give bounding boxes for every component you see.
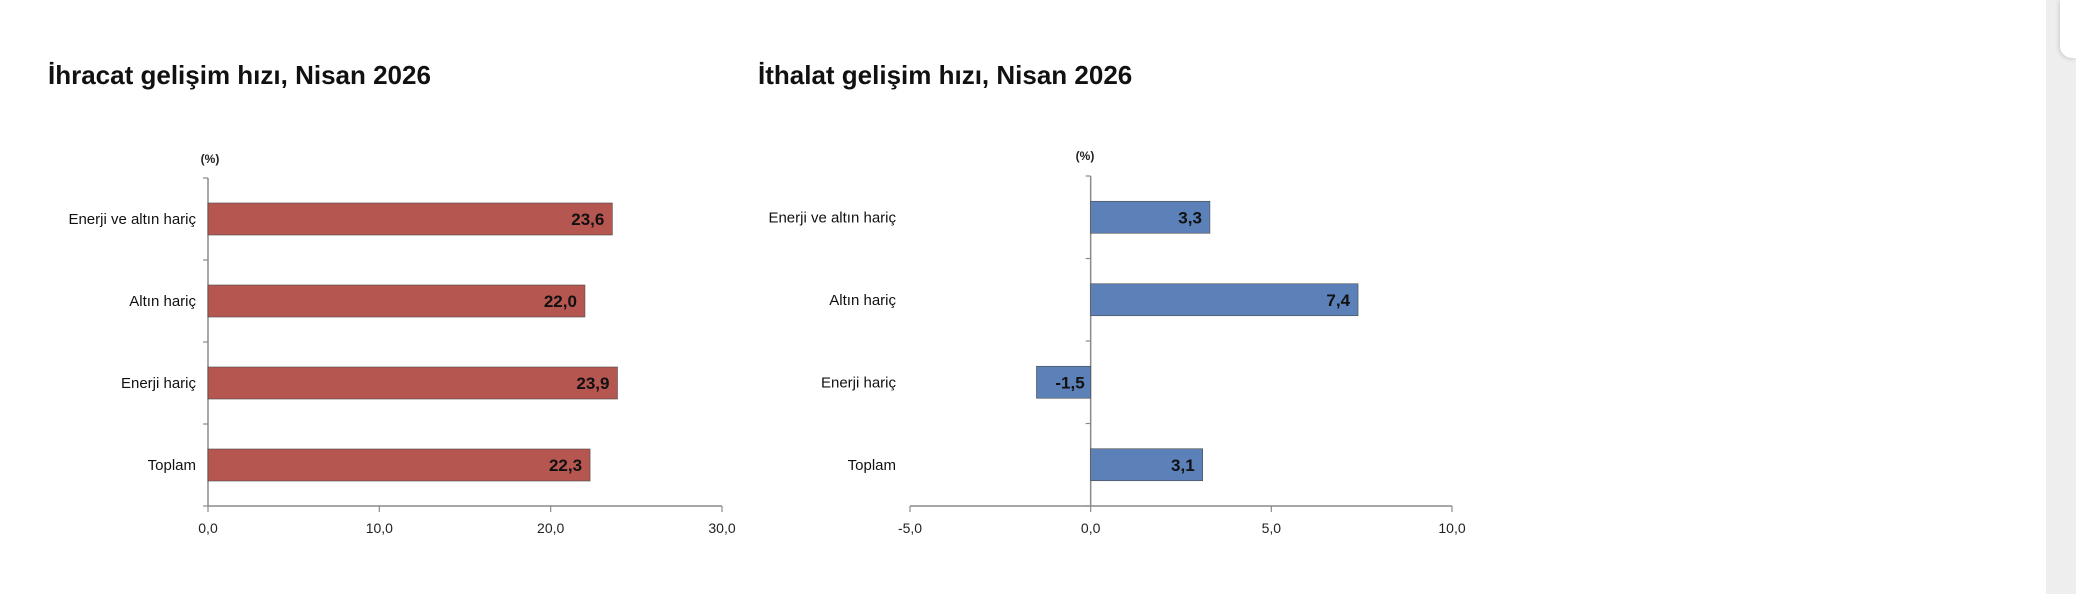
import-value-tick-label: 10,0: [1438, 520, 1465, 536]
export-data-label: 23,9: [576, 374, 609, 393]
import-bar: [1090, 283, 1359, 317]
export-data-label: 23,6: [571, 210, 604, 229]
import-value-tick-label: -5,0: [898, 520, 922, 536]
side-panel-edge: [2046, 0, 2076, 594]
import-chart-title: İthalat gelişim hızı, Nisan 2026: [758, 60, 1133, 90]
import-bar: [1036, 365, 1091, 399]
import-bar: [1090, 448, 1203, 482]
import-data-label: 3,3: [1178, 208, 1202, 227]
export-chart-plot: (%) 0,0 10,0 20,0 30,0 Enerji ve altın hariç 2…: [68, 152, 735, 536]
export-category-label: Enerji ve altın hariç: [68, 211, 196, 228]
export-category-label: Toplam: [148, 457, 196, 474]
import-bar: [1090, 200, 1211, 234]
export-bar: [207, 202, 613, 236]
export-bar: [207, 366, 618, 400]
import-data-label: -1,5: [1055, 373, 1084, 392]
import-category-label: Toplam: [848, 457, 896, 474]
import-category-label: Enerji ve altın hariç: [768, 209, 896, 226]
import-unit-label: (%): [1076, 149, 1095, 163]
export-bar: [207, 284, 586, 318]
export-value-tick-label: 0,0: [198, 520, 218, 536]
export-data-label: 22,0: [544, 292, 577, 311]
export-value-tick-label: 30,0: [708, 520, 735, 536]
export-value-tick-label: 20,0: [537, 520, 564, 536]
export-category-label: Enerji hariç: [121, 375, 197, 392]
import-data-label: 3,1: [1171, 456, 1195, 475]
import-category-label: Altın hariç: [829, 292, 896, 309]
import-chart-plot: (%) -5,0 0,0 5,0 10,0 Enerji ve altın hariç 3,…: [768, 149, 1465, 536]
export-chart-title: İhracat gelişim hızı, Nisan 2026: [48, 60, 431, 90]
import-category-label: Enerji hariç: [821, 374, 897, 391]
export-value-tick-label: 10,0: [366, 520, 393, 536]
import-value-tick-label: 0,0: [1081, 520, 1101, 536]
import-growth-chart: İthalat gelişim hızı, Nisan 2026 (%) -5,0…: [700, 0, 1520, 594]
export-data-label: 22,3: [549, 456, 582, 475]
side-panel-card: [2060, 0, 2076, 58]
import-data-label: 7,4: [1326, 291, 1350, 310]
export-unit-label: (%): [201, 152, 220, 166]
export-bar: [207, 448, 591, 482]
export-growth-chart: İhracat gelişim hızı, Nisan 2026 (%) 0,0 1…: [0, 0, 760, 594]
import-value-tick-label: 5,0: [1262, 520, 1282, 536]
export-category-label: Altın hariç: [129, 293, 196, 310]
